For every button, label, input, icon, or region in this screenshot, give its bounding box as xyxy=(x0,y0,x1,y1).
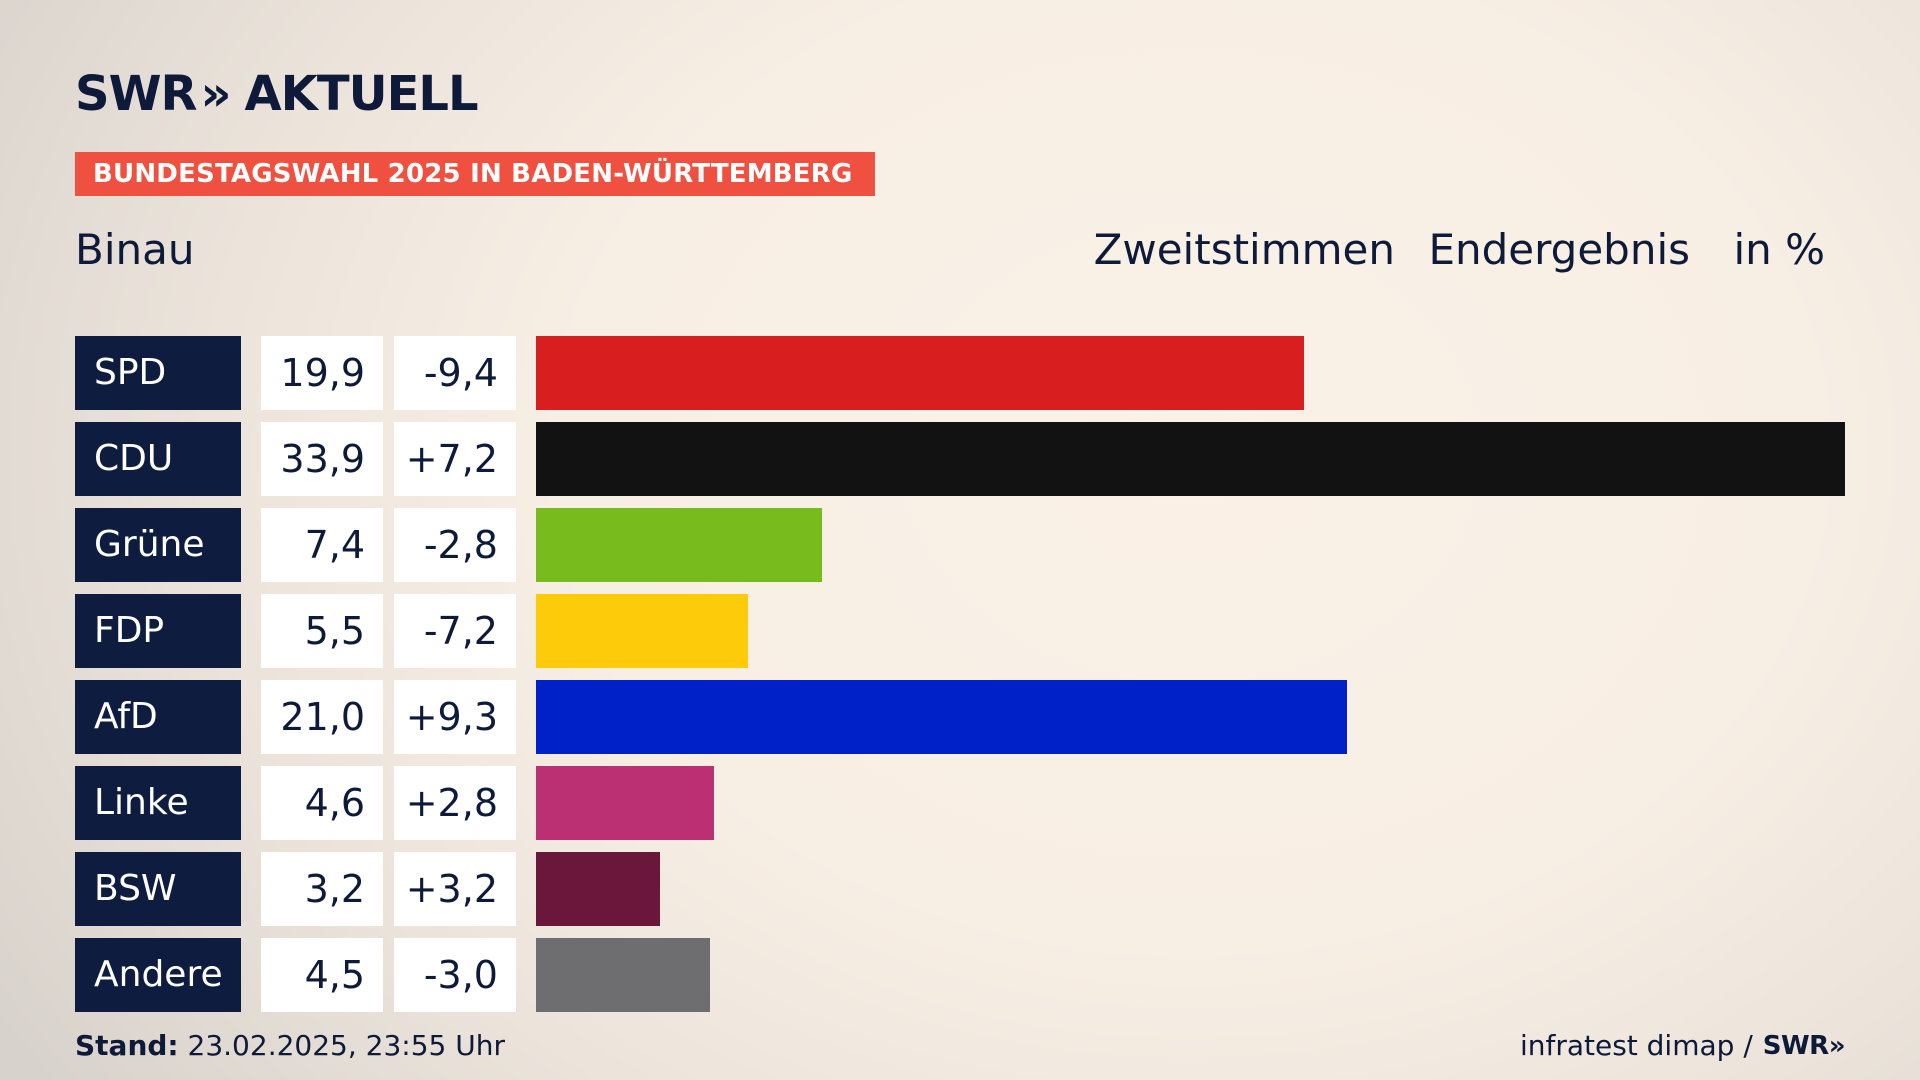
vote-share-value: 33,9 xyxy=(261,422,383,496)
vote-share-value: 19,9 xyxy=(261,336,383,410)
result-row: Andere 4,5 -3,0 xyxy=(75,938,1845,1012)
stand-value: 23.02.2025, 23:55 Uhr xyxy=(187,1029,505,1062)
swr-aktuell-logo: SWR » AKTUELL xyxy=(75,64,479,124)
logo-aktuell: AKTUELL xyxy=(244,66,479,122)
source-credit: infratest dimap / SWR» xyxy=(1519,1028,1846,1064)
result-row: BSW 3,2 +3,2 xyxy=(75,852,1845,926)
stand-label: Stand: xyxy=(75,1029,179,1062)
swr-mini-logo: SWR» xyxy=(1762,1031,1846,1061)
result-row: Grüne 7,4 -2,8 xyxy=(75,508,1845,582)
vote-change-value: +7,2 xyxy=(394,422,516,496)
result-row: FDP 5,5 -7,2 xyxy=(75,594,1845,668)
vote-change-value: -7,2 xyxy=(394,594,516,668)
result-row: AfD 21,0 +9,3 xyxy=(75,680,1845,754)
region-title: Binau xyxy=(75,225,195,274)
vote-share-value: 4,6 xyxy=(261,766,383,840)
party-label: AfD xyxy=(75,680,241,754)
result-bar xyxy=(536,938,710,1012)
vote-change-value: +9,3 xyxy=(394,680,516,754)
vote-change-value: +2,8 xyxy=(394,766,516,840)
results-chart: SPD 19,9 -9,4 CDU 33,9 +7,2 Grüne 7,4 -2,8 FDP 5,5… xyxy=(75,336,1845,1024)
party-label: CDU xyxy=(75,422,241,496)
result-bar xyxy=(536,422,1845,496)
party-label: Linke xyxy=(75,766,241,840)
vote-type-label: Zweitstimmen xyxy=(1093,225,1395,274)
result-row: CDU 33,9 +7,2 xyxy=(75,422,1845,496)
result-bar xyxy=(536,594,748,668)
result-bar xyxy=(536,766,714,840)
election-banner: BUNDESTAGSWAHL 2025 IN BADEN-WÜRTTEMBERG xyxy=(75,152,875,196)
vote-share-value: 5,5 xyxy=(261,594,383,668)
logo-chevron-icon: » xyxy=(200,66,231,122)
timestamp: Stand: 23.02.2025, 23:55 Uhr xyxy=(75,1028,505,1064)
result-status-label: Endergebnis xyxy=(1428,225,1690,274)
logo-swr: SWR xyxy=(75,66,197,122)
result-bar xyxy=(536,508,822,582)
result-row: Linke 4,6 +2,8 xyxy=(75,766,1845,840)
vote-change-value: -3,0 xyxy=(394,938,516,1012)
party-label: FDP xyxy=(75,594,241,668)
vote-share-value: 7,4 xyxy=(261,508,383,582)
party-label: BSW xyxy=(75,852,241,926)
vote-share-value: 21,0 xyxy=(261,680,383,754)
vote-change-value: -9,4 xyxy=(394,336,516,410)
party-label: Andere xyxy=(75,938,241,1012)
vote-change-value: +3,2 xyxy=(394,852,516,926)
source-text: infratest dimap / xyxy=(1519,1029,1753,1062)
vote-share-value: 3,2 xyxy=(261,852,383,926)
result-bar xyxy=(536,336,1304,410)
vote-change-value: -2,8 xyxy=(394,508,516,582)
result-bar xyxy=(536,852,660,926)
result-bar xyxy=(536,680,1347,754)
unit-label: in % xyxy=(1733,225,1825,274)
vote-share-value: 4,5 xyxy=(261,938,383,1012)
party-label: Grüne xyxy=(75,508,241,582)
result-row: SPD 19,9 -9,4 xyxy=(75,336,1845,410)
party-label: SPD xyxy=(75,336,241,410)
